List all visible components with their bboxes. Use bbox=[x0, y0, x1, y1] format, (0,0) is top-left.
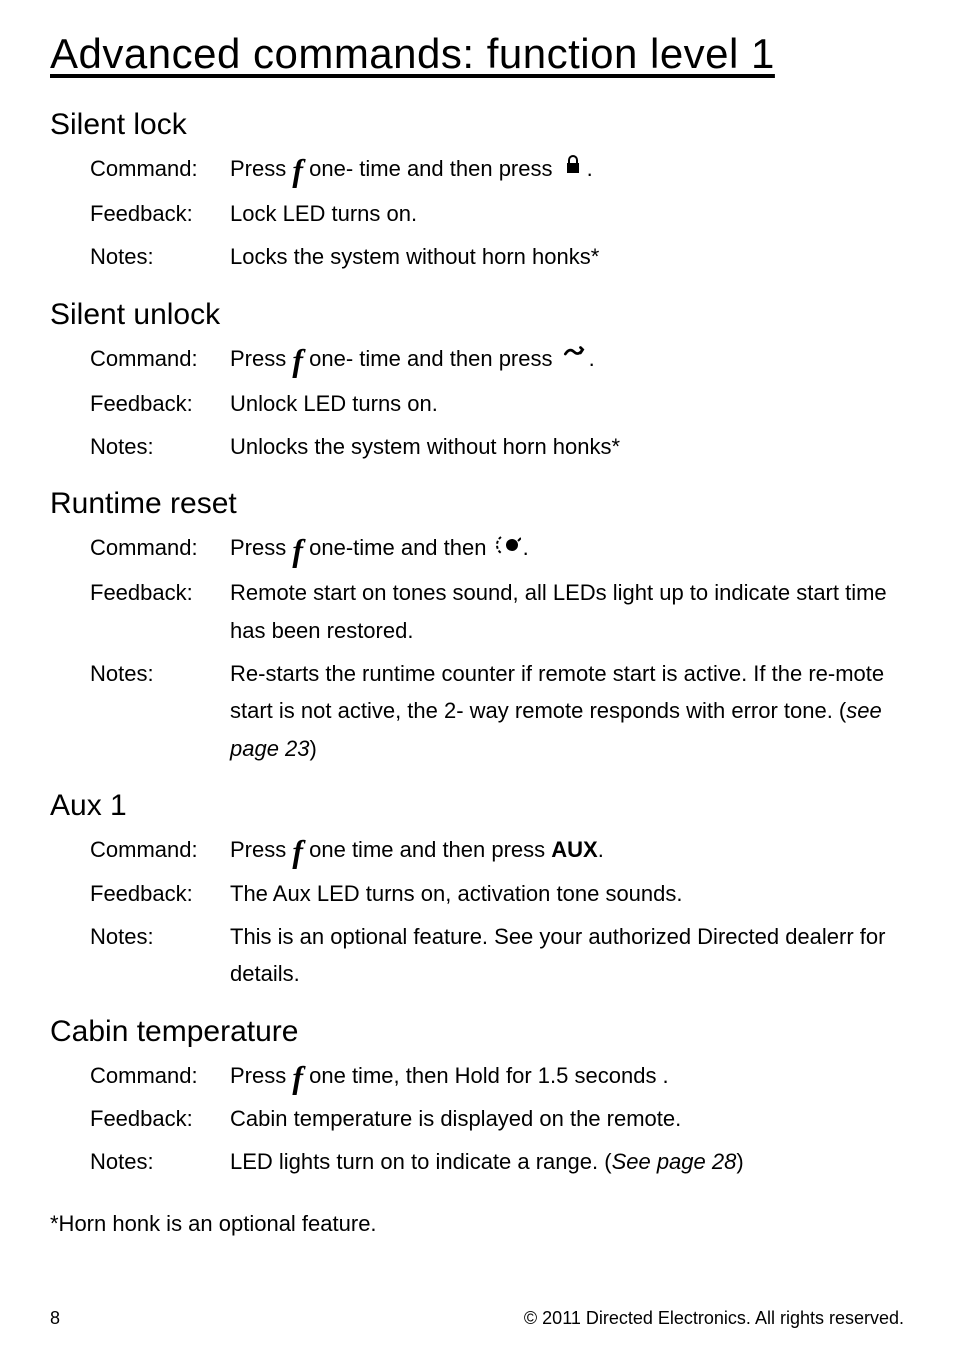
command-row: Command: Press f one-time and then . bbox=[90, 529, 904, 568]
page-footer: 8 © 2011 Directed Electronics. All right… bbox=[50, 1308, 904, 1329]
page-number: 8 bbox=[50, 1308, 60, 1329]
command-row: Command: Press f one- time and then pres… bbox=[90, 340, 904, 379]
feedback-row: Feedback: Unlock LED turns on. bbox=[90, 385, 904, 422]
notes-row: Notes: LED lights turn on to indicate a … bbox=[90, 1143, 904, 1180]
feedback-label: Feedback: bbox=[90, 195, 230, 232]
notes-value: Locks the system without horn honks* bbox=[230, 238, 904, 275]
command-label: Command: bbox=[90, 1057, 230, 1094]
notes-label: Notes: bbox=[90, 428, 230, 465]
notes-row: Notes: Re-starts the runtime counter if … bbox=[90, 655, 904, 767]
f-icon: f bbox=[292, 344, 303, 376]
command-row: Command: Press f one time, then Hold for… bbox=[90, 1057, 904, 1094]
command-value: Press f one-time and then . bbox=[230, 529, 904, 568]
f-icon: f bbox=[292, 1061, 303, 1093]
feedback-row: Feedback: Remote start on tones sound, a… bbox=[90, 574, 904, 649]
page-title: Advanced commands: function level ​1 bbox=[50, 30, 904, 78]
notes-value: Unlocks the system without horn honks* bbox=[230, 428, 904, 465]
notes-label: Notes: bbox=[90, 1143, 230, 1180]
command-label: Command: bbox=[90, 529, 230, 568]
notes-label: Notes: bbox=[90, 655, 230, 767]
command-row: Command: Press f one- time and then pres… bbox=[90, 150, 904, 189]
command-label: Command: bbox=[90, 831, 230, 868]
section-heading-cabin-temp: Cabin temperature bbox=[50, 1015, 904, 1049]
notes-label: Notes: bbox=[90, 918, 230, 993]
feedback-value: Cabin temperature is displayed on the re… bbox=[230, 1100, 904, 1137]
runtime-icon bbox=[495, 531, 521, 568]
copyright-text: © 2011 Directed Electronics. All rights … bbox=[524, 1308, 904, 1329]
footnote: *Horn honk is an optional feature. bbox=[50, 1211, 904, 1237]
section-heading-silent-lock: Silent lock bbox=[50, 108, 904, 142]
command-row: Command: Press f one time and then press… bbox=[90, 831, 904, 868]
notes-value: Re-starts the runtime counter if remote … bbox=[230, 655, 904, 767]
feedback-row: Feedback: The Aux LED turns on, activati… bbox=[90, 875, 904, 912]
unlock-icon bbox=[561, 341, 587, 378]
command-label: Command: bbox=[90, 150, 230, 189]
command-value: Press f one- time and then press . bbox=[230, 340, 904, 379]
aux-text: AUX bbox=[551, 837, 597, 862]
f-icon: f bbox=[292, 154, 303, 186]
command-value: Press f one time and then press AUX. bbox=[230, 831, 904, 868]
feedback-value: Remote start on tones sound, all LEDs li… bbox=[230, 574, 904, 649]
feedback-row: Feedback: Lock LED turns on. bbox=[90, 195, 904, 232]
feedback-row: Feedback: Cabin temperature is displayed… bbox=[90, 1100, 904, 1137]
f-icon: f bbox=[292, 534, 303, 566]
notes-value: This is an optional feature. See your au… bbox=[230, 918, 904, 993]
section-heading-runtime-reset: Runtime reset bbox=[50, 487, 904, 521]
command-value: Press f one- time and then press . bbox=[230, 150, 904, 189]
feedback-label: Feedback: bbox=[90, 875, 230, 912]
section-heading-aux1: Aux 1 bbox=[50, 789, 904, 823]
lock-icon bbox=[561, 151, 585, 188]
command-value: Press f one time, then Hold for 1.5 seco… bbox=[230, 1057, 904, 1094]
f-icon: f bbox=[292, 835, 303, 867]
section-heading-silent-unlock: Silent unlock bbox=[50, 298, 904, 332]
feedback-label: Feedback: bbox=[90, 1100, 230, 1137]
command-label: Command: bbox=[90, 340, 230, 379]
notes-row: Notes: Locks the system without horn hon… bbox=[90, 238, 904, 275]
feedback-value: Lock LED turns on. bbox=[230, 195, 904, 232]
feedback-label: Feedback: bbox=[90, 385, 230, 422]
feedback-label: Feedback: bbox=[90, 574, 230, 649]
notes-row: Notes: Unlocks the system without horn h… bbox=[90, 428, 904, 465]
notes-label: Notes: bbox=[90, 238, 230, 275]
feedback-value: The Aux LED turns on, activation tone so… bbox=[230, 875, 904, 912]
notes-row: Notes: This is an optional feature. See … bbox=[90, 918, 904, 993]
notes-value: LED lights turn on to indicate a range. … bbox=[230, 1143, 904, 1180]
feedback-value: Unlock LED turns on. bbox=[230, 385, 904, 422]
